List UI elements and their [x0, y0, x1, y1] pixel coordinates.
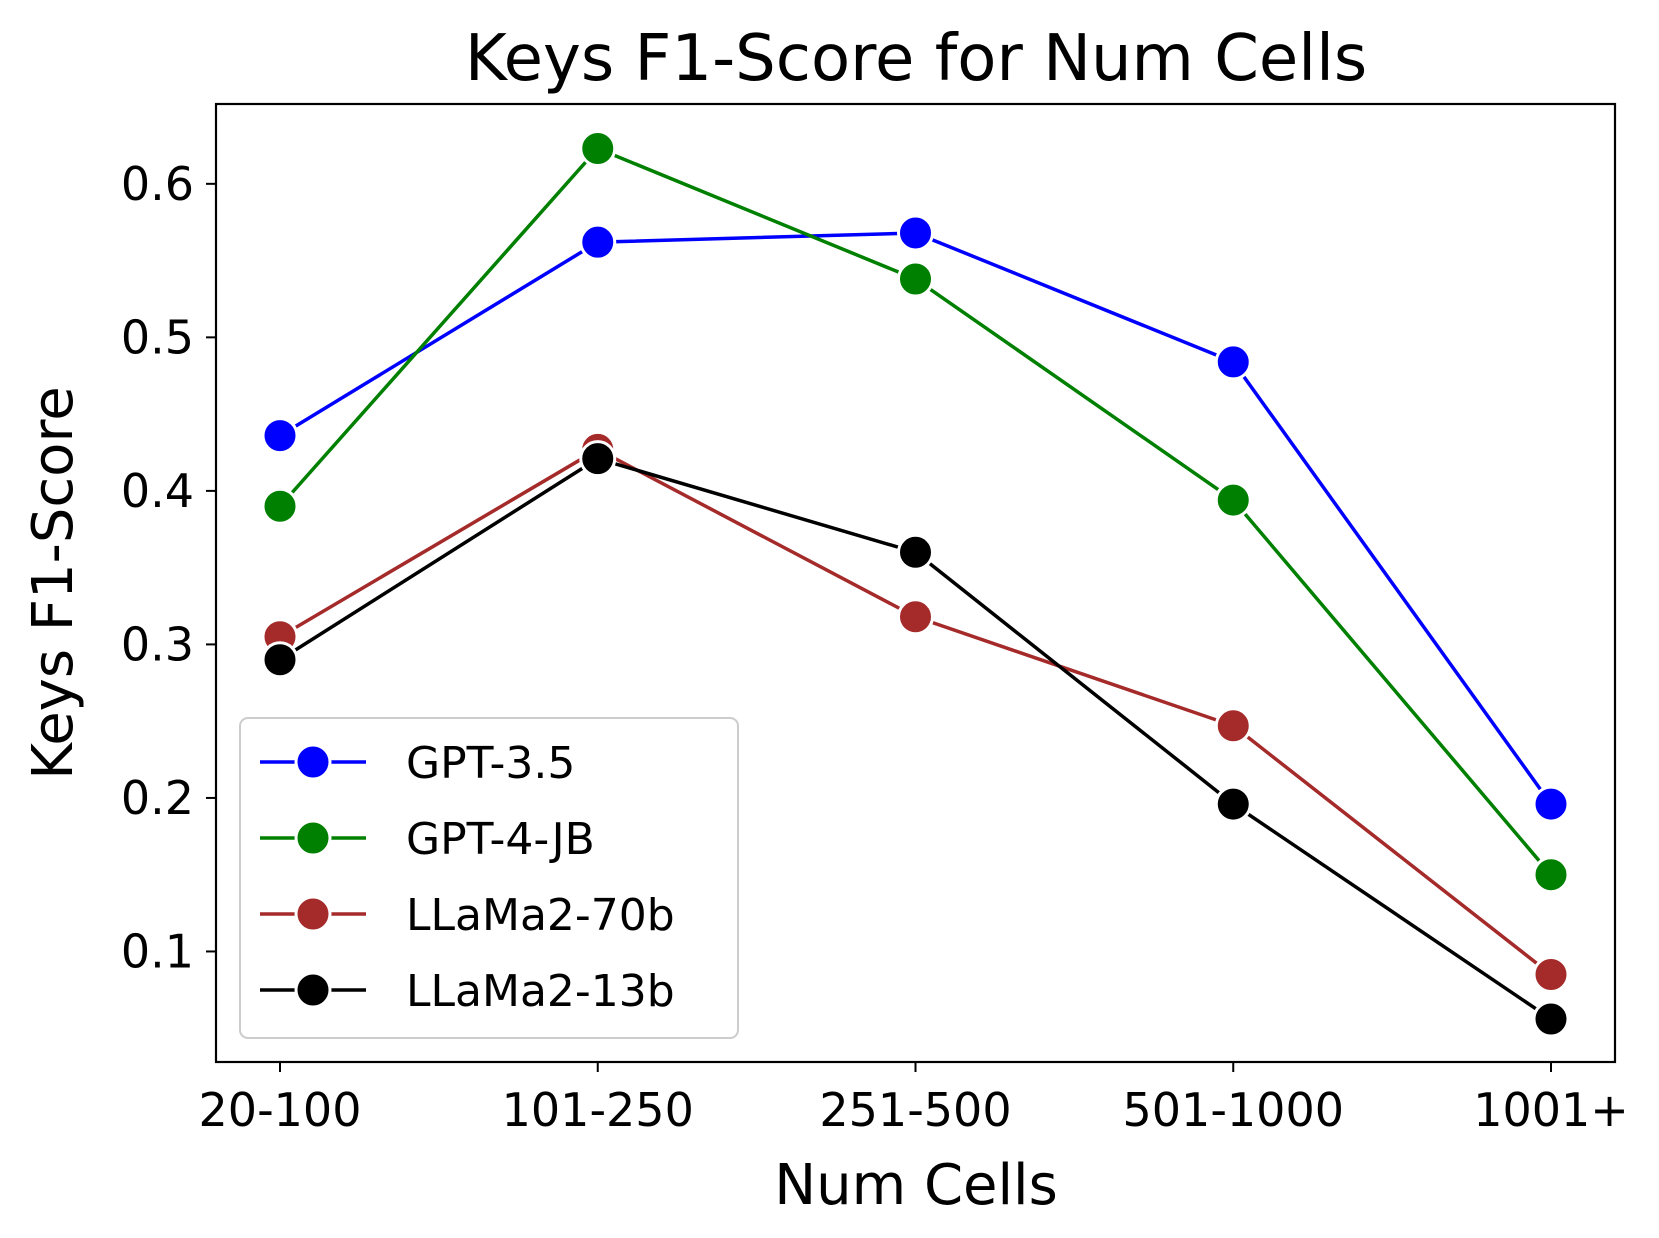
- x-tick-label: 501-1000: [1123, 1083, 1344, 1137]
- series-point-3-4: [1532, 1000, 1570, 1038]
- legend-label-3: LLaMa2-13b: [406, 966, 675, 1017]
- series-point-2-2: [897, 598, 934, 636]
- legend-marker-3: [294, 971, 332, 1009]
- series-point-3-1: [579, 440, 617, 478]
- series-point-3-0: [261, 641, 299, 679]
- x-tick-label: 20-100: [199, 1083, 362, 1137]
- y-axis-title: Keys F1-Score: [21, 386, 86, 779]
- series-point-1-4: [1532, 856, 1570, 894]
- chart-title: Keys F1-Score for Num Cells: [465, 22, 1367, 96]
- y-tick-label: 0.1: [121, 924, 194, 978]
- series-point-3-2: [897, 533, 934, 571]
- series-point-2-3: [1214, 707, 1252, 745]
- series-point-1-0: [261, 487, 299, 525]
- series-point-3-3: [1214, 785, 1252, 823]
- legend-marker-0: [294, 743, 332, 781]
- y-tick-label: 0.6: [121, 157, 194, 211]
- legend-marker-2: [294, 895, 332, 933]
- y-tick-label: 0.3: [121, 617, 194, 671]
- series-point-2-4: [1532, 955, 1570, 993]
- x-tick-label: 251-500: [819, 1083, 1011, 1137]
- legend-label-2: LLaMa2-70b: [406, 890, 675, 941]
- legend-label-0: GPT-3.5: [406, 738, 575, 789]
- series-point-1-2: [897, 260, 934, 298]
- series-point-0-2: [897, 214, 934, 252]
- y-tick-label: 0.5: [121, 310, 194, 364]
- series-point-0-3: [1214, 343, 1252, 381]
- legend: GPT-3.5 GPT-4-JB LLaMa2-70b LLaMa2-13b: [239, 717, 739, 1039]
- series-point-0-4: [1532, 785, 1570, 823]
- y-tick-label: 0.2: [121, 771, 194, 825]
- x-tick-label: 101-250: [502, 1083, 694, 1137]
- series-point-1-3: [1214, 481, 1252, 519]
- legend-box: [239, 717, 739, 1039]
- series-point-1-1: [579, 130, 617, 168]
- y-tick-label: 0.4: [121, 464, 194, 518]
- legend-label-1: GPT-4-JB: [406, 814, 595, 865]
- x-axis-title: Num Cells: [774, 1153, 1058, 1218]
- series-point-0-0: [261, 417, 299, 455]
- legend-marker-1: [294, 819, 332, 857]
- series-point-0-1: [579, 223, 617, 261]
- x-tick-label: 1001+: [1473, 1083, 1629, 1137]
